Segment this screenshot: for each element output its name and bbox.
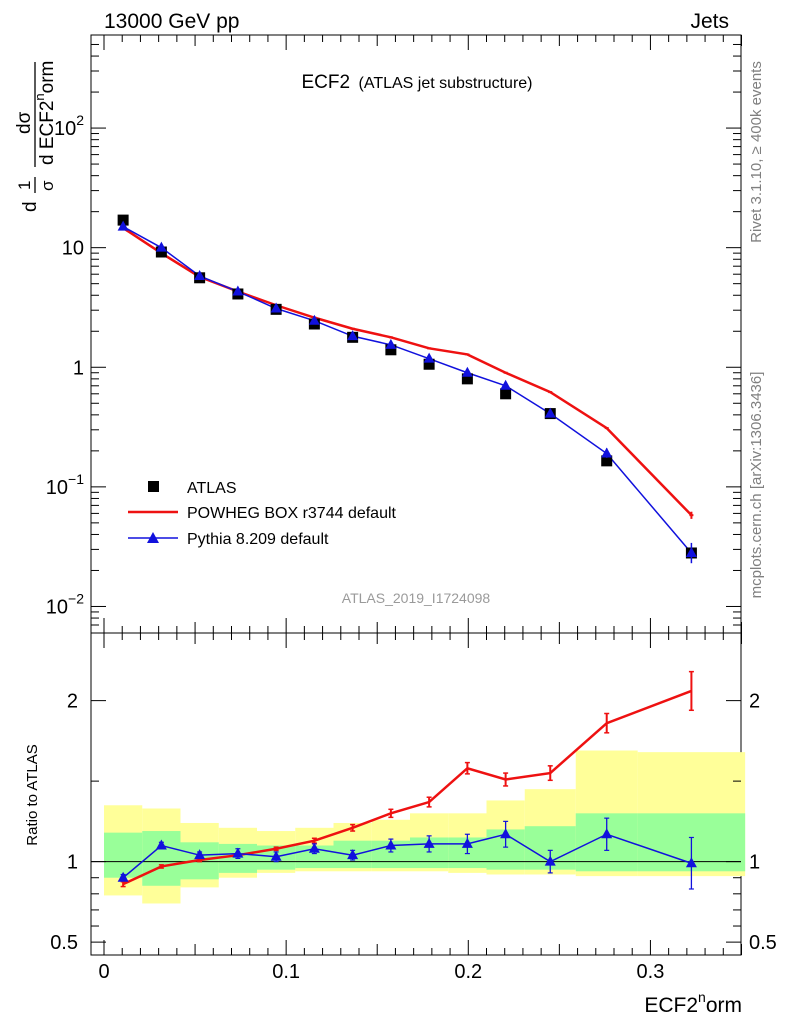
pythia-ratio-point <box>117 871 129 882</box>
main-y-label: d 1 σ dσ d ECF2norm <box>14 61 58 212</box>
pythia-main-point <box>232 285 244 296</box>
xlabel-pre: ECF2 <box>644 994 698 1017</box>
x-axis: 0 0.1 0.2 0.3 <box>98 35 742 983</box>
pythia-ratio-point <box>308 842 320 853</box>
plot-title-main: ECF2 <box>301 72 350 93</box>
header-left: 13000 GeV pp <box>104 10 239 33</box>
main-y-axis: 10−2 10−1 1 10 102 <box>46 43 741 626</box>
header-right: Jets <box>690 10 729 33</box>
xlabel-post: orm <box>706 994 742 1017</box>
atlas-data-point <box>601 455 613 467</box>
ratio-uncertainty-bands <box>104 750 746 904</box>
ylabel-frac2-den-pre: d ECF2 <box>37 101 58 165</box>
powheg-ratio-line <box>122 689 692 886</box>
pythia-ratio-point <box>601 828 613 839</box>
legend-marker-pythia <box>147 532 159 543</box>
side-label-bottom: mcplots.cern.ch [arXiv:1306.3436] <box>748 372 765 599</box>
pythia-main-point <box>308 314 320 325</box>
pythia-ratio-point <box>544 855 556 866</box>
pythia-ratio-point <box>685 857 697 868</box>
main-y-tick-label: 1 <box>73 357 84 379</box>
legend-marker-atlas <box>148 481 159 492</box>
ratio-series <box>117 670 697 890</box>
pythia-main-point <box>155 241 167 252</box>
pythia-main-point <box>423 352 435 363</box>
main-series <box>117 214 697 564</box>
ratio-y-axis: 0.5 0.5 1 1 2 2 <box>50 691 777 955</box>
legend-label-atlas: ATLAS <box>187 480 237 497</box>
main-y-tick-label: 10−2 <box>46 590 84 618</box>
plot-title-sub: (ATLAS jet substructure) <box>359 75 533 92</box>
pythia-main-point <box>500 379 512 390</box>
band-inner-segment <box>142 831 181 886</box>
x-axis-label: ECF2norm <box>644 989 742 1017</box>
ylabel-frac1-den: σ <box>38 180 57 191</box>
pythia-main-point <box>117 220 129 231</box>
pythia-ratio-point <box>385 839 397 850</box>
powheg-main-line <box>122 226 693 517</box>
ylabel-lead-d: d <box>20 201 41 212</box>
atlas-data-point <box>155 246 167 258</box>
pythia-ratio-point <box>461 837 473 848</box>
main-y-tick-label: 10−1 <box>46 471 84 499</box>
ratio-y-tick-label-right: 0.5 <box>749 932 777 954</box>
pythia-ratio-point <box>270 850 282 861</box>
pythia-ratio-point <box>232 847 244 858</box>
pythia-main-point <box>544 407 556 418</box>
ratio-y-label: Ratio to ATLAS <box>24 744 41 845</box>
x-tick-label: 0.3 <box>637 961 665 983</box>
ylabel-frac1-num: 1 <box>15 181 34 190</box>
ylabel-frac2-den-post: orm <box>37 61 58 94</box>
legend: ATLAS POWHEG BOX r3744 default Pythia 8.… <box>128 480 397 548</box>
legend-label-pythia: Pythia 8.209 default <box>187 531 329 548</box>
ylabel-frac2-sup: n <box>32 93 47 100</box>
ratio-y-tick-label: 0.5 <box>50 932 78 954</box>
pythia-main-point <box>461 366 473 377</box>
ratio-y-tick-label: 1 <box>67 852 78 874</box>
ylabel-frac2-num: dσ <box>14 111 35 134</box>
atlas-data-point <box>385 344 397 356</box>
pythia-ratio-point <box>155 839 167 850</box>
pythia-main-point <box>385 338 397 349</box>
side-label-top: Rivet 3.1.10, ≥ 400k events <box>748 61 765 243</box>
pythia-main-line <box>122 225 692 554</box>
pythia-ratio-line <box>122 833 692 879</box>
legend-label-powheg: POWHEG BOX r3744 default <box>187 505 397 522</box>
atlas-data-point <box>500 388 512 400</box>
xlabel-sup: n <box>698 989 706 1005</box>
main-y-tick-label: 102 <box>54 112 84 140</box>
pythia-main-point <box>347 330 359 341</box>
ratio-y-tick-label-right: 1 <box>749 852 760 874</box>
ratio-y-tick-label-right: 2 <box>749 691 760 713</box>
pythia-ratio-point <box>347 849 359 860</box>
x-tick-label: 0 <box>98 961 109 983</box>
plot-title: ECF2 (ATLAS jet substructure) <box>301 72 532 93</box>
ylabel-frac2-den: d ECF2norm <box>32 61 58 165</box>
x-tick-label: 0.1 <box>272 961 300 983</box>
atlas-data-point <box>461 373 473 385</box>
pythia-main-point <box>270 302 282 313</box>
x-tick-label: 0.2 <box>454 961 482 983</box>
pythia-ratio-point <box>194 849 206 860</box>
pythia-ratio-point <box>500 828 512 839</box>
analysis-watermark: ATLAS_2019_I1724098 <box>342 590 491 606</box>
band-inner-segment <box>104 832 143 878</box>
ratio-y-tick-label: 2 <box>67 691 78 713</box>
pythia-ratio-point <box>423 837 435 848</box>
main-y-tick-label: 10 <box>62 238 84 260</box>
pythia-main-point <box>194 269 206 280</box>
atlas-data-point <box>423 358 435 370</box>
atlas-data-point <box>117 214 129 226</box>
